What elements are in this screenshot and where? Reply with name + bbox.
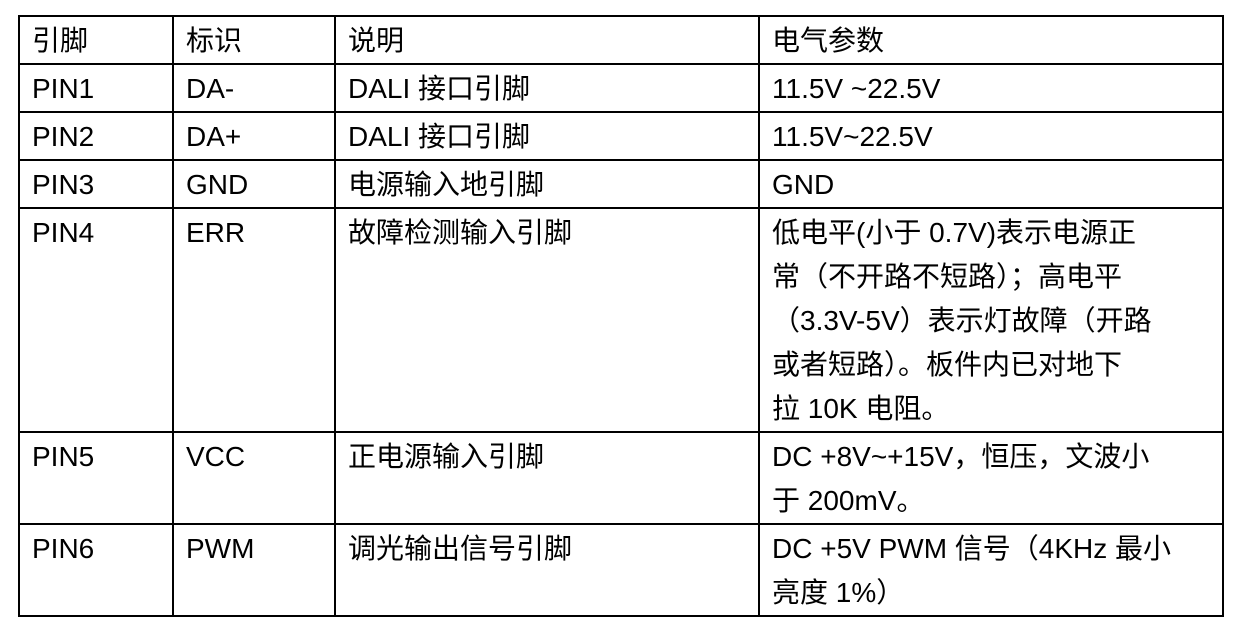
header-id: 标识	[172, 15, 336, 65]
cell-desc: 正电源输入引脚	[334, 431, 760, 525]
cell-id: DA+	[172, 111, 336, 161]
param-line: 亮度 1%）	[772, 577, 905, 608]
header-row: 引脚 标识 说明 电气参数	[18, 15, 1224, 65]
cell-id: GND	[172, 159, 336, 209]
param-line: DC +5V PWM 信号（4KHz 最小	[772, 533, 1172, 564]
cell-param: DC +5V PWM 信号（4KHz 最小 亮度 1%）	[758, 523, 1224, 617]
cell-pin: PIN6	[18, 523, 174, 617]
cell-id: PWM	[172, 523, 336, 617]
param-line: GND	[772, 169, 835, 200]
cell-param: 11.5V ~22.5V	[758, 63, 1224, 113]
table-row: PIN4 ERR 故障检测输入引脚 低电平(小于 0.7V)表示电源正 常（不开路不短路…	[18, 207, 1224, 433]
param-line: 11.5V~22.5V	[772, 121, 933, 152]
param-line: 常（不开路不短路）；高电平	[772, 261, 1123, 292]
param-line: DC +8V~+15V，恒压，文波小	[772, 441, 1150, 472]
header-desc: 说明	[334, 15, 760, 65]
header-param: 电气参数	[758, 15, 1224, 65]
cell-pin: PIN4	[18, 207, 174, 433]
param-line: 于 200mV。	[772, 485, 925, 516]
cell-pin: PIN5	[18, 431, 174, 525]
table-row: PIN2 DA+ DALI 接口引脚 11.5V~22.5V	[18, 111, 1224, 161]
cell-param: DC +8V~+15V，恒压，文波小于 200mV。	[758, 431, 1224, 525]
param-line: 低电平(小于 0.7V)表示电源正	[772, 217, 1137, 248]
pin-table: 引脚 标识 说明 电气参数 PIN1 DA- DALI 接口引脚 11.5V ~22.…	[18, 15, 1224, 617]
cell-pin: PIN3	[18, 159, 174, 209]
cell-param: 11.5V~22.5V	[758, 111, 1224, 161]
cell-id: VCC	[172, 431, 336, 525]
cell-id: DA-	[172, 63, 336, 113]
cell-pin: PIN2	[18, 111, 174, 161]
cell-desc: DALI 接口引脚	[334, 111, 760, 161]
cell-desc: DALI 接口引脚	[334, 63, 760, 113]
param-line: 拉 10K 电阻。	[772, 393, 950, 424]
cell-desc: 电源输入地引脚	[334, 159, 760, 209]
param-line: 11.5V ~22.5V	[772, 73, 941, 104]
cell-desc: 故障检测输入引脚	[334, 207, 760, 433]
table-row: PIN5 VCC 正电源输入引脚 DC +8V~+15V，恒压，文波小于 200mV。	[18, 431, 1224, 525]
cell-id: ERR	[172, 207, 336, 433]
param-line: （3.3V-5V）表示灯故障（开路	[772, 305, 1152, 336]
cell-desc: 调光输出信号引脚	[334, 523, 760, 617]
param-line: 或者短路）。板件内已对地下	[772, 349, 1123, 380]
table-row: PIN1 DA- DALI 接口引脚 11.5V ~22.5V	[18, 63, 1224, 113]
cell-param: 低电平(小于 0.7V)表示电源正 常（不开路不短路）；高电平 （3.3V-5V）表…	[758, 207, 1224, 433]
table-row: PIN6 PWM 调光输出信号引脚 DC +5V PWM 信号（4KHz 最小 亮度 1…	[18, 523, 1224, 617]
table-row: PIN3 GND 电源输入地引脚 GND	[18, 159, 1224, 209]
cell-param: GND	[758, 159, 1224, 209]
cell-pin: PIN1	[18, 63, 174, 113]
header-pin: 引脚	[18, 15, 174, 65]
